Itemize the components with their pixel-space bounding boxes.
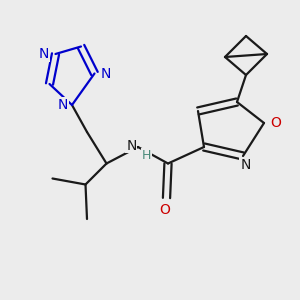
Text: O: O [270, 116, 281, 130]
Text: H: H [142, 149, 151, 162]
Text: N: N [39, 47, 49, 61]
Text: N: N [126, 139, 136, 152]
Text: O: O [160, 203, 170, 217]
Text: N: N [240, 158, 250, 172]
Text: N: N [58, 98, 68, 112]
Text: N: N [101, 67, 111, 80]
